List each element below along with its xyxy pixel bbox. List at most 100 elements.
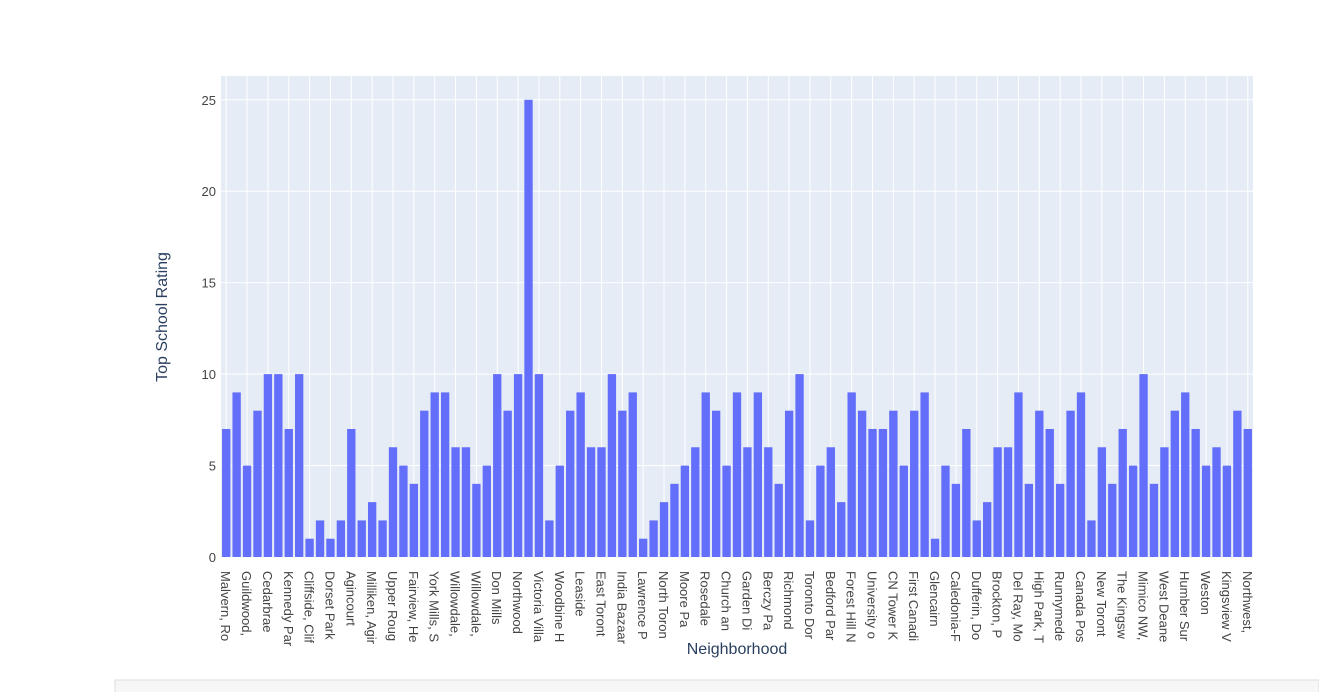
x-tick-label: North Toron [656,571,671,639]
x-tick-label: Kennedy Par [281,571,296,647]
bar [1222,465,1232,557]
bar [1118,428,1127,557]
bar [503,410,512,557]
x-tick-label: Richmond [781,571,796,630]
x-tick-label: Northwest, [1240,571,1255,633]
x-tick-label: Dorset Park [322,571,337,640]
bar [847,392,856,557]
bar [628,392,637,557]
bar [805,520,815,557]
bar [1160,447,1169,557]
bar [409,483,419,557]
x-tick-label: Willowdale, [468,571,483,637]
bar [680,465,690,557]
x-tick-label: Northwood [510,571,525,634]
bar [816,465,825,557]
x-tick-label: York Mills, S [427,571,442,642]
bar [868,428,877,557]
y-axis-title: Top School Rating [154,252,171,382]
bar [691,447,700,557]
notebook-cell [114,679,1319,692]
bar [1076,392,1086,557]
bar [899,465,908,557]
x-tick-label: Cliffside, Clif [302,571,317,643]
bar [378,520,387,557]
bar [618,410,627,557]
x-tick-label: Moore Pa [677,571,692,628]
bar [993,447,1002,557]
x-tick-label: Willowdale, [448,571,463,637]
x-tick-label: Berczy Pa [760,571,775,631]
bar [1055,483,1065,557]
bar [1233,410,1242,557]
bar [420,410,429,557]
bar [1201,465,1211,557]
bar [586,447,596,557]
x-tick-label: First Canadi [906,571,921,641]
x-tick-label: New Toront [1094,571,1109,637]
x-tick-label: East Toront [593,571,608,637]
x-tick-label: Weston [1198,571,1213,615]
bar [1191,428,1200,557]
x-tick-label: Garden Di [739,571,754,630]
bar [1035,410,1044,557]
bar [388,447,398,557]
x-tick-label: University o [865,571,880,639]
x-tick-label: Toronto Dor [802,571,817,640]
bar [1139,374,1148,557]
bar [764,447,773,557]
x-tick-label: Bedford Par [823,571,838,641]
x-tick-label: Malvern, Ro [218,571,233,641]
bar [597,447,606,557]
bar [305,538,314,557]
bar [951,483,961,557]
x-tick-label: Victoria Villa [531,571,546,643]
x-tick-label: Dufferin, Do [969,571,984,640]
bar [513,374,523,557]
bar [857,410,867,557]
bar [493,374,502,557]
bar [711,410,721,557]
bar [1024,483,1034,557]
x-tick-label: High Park, T [1031,571,1046,643]
x-tick-label: Agincourt [343,571,358,626]
bar [910,410,919,557]
x-tick-label: Brockton, P [990,571,1005,638]
bar [826,447,835,557]
y-tick-label: 0 [209,550,216,565]
bar [753,392,763,557]
bar [983,502,992,557]
bar [972,520,981,557]
bar [284,428,293,557]
x-tick-label: Rosedale [698,571,713,626]
bar [941,465,950,557]
x-tick-label: Woodbine H [552,571,567,642]
x-tick-label: Canada Pos [1073,571,1088,643]
bar [534,374,544,557]
bar [1014,392,1023,557]
bar [1045,428,1054,557]
bar [222,428,231,557]
bar [461,447,471,557]
bar [336,520,346,557]
x-tick-label: India Bazaar [614,571,629,645]
bar [1170,410,1179,557]
bar [1108,483,1117,557]
bar [1212,447,1221,557]
bar [649,520,658,557]
bar [701,392,710,557]
bar [524,99,533,557]
x-tick-label: Kingsview V [1219,571,1234,642]
x-tick-label: Leaside [573,571,588,617]
bar [357,520,366,557]
bar [743,447,752,557]
bar [722,465,731,557]
bar [451,447,460,557]
bar [962,428,971,557]
bar [837,502,846,557]
x-tick-label: Humber Sur [1177,571,1192,642]
bar [295,374,304,557]
x-tick-label: Mimico NW, [1136,571,1151,640]
bar [347,428,356,557]
